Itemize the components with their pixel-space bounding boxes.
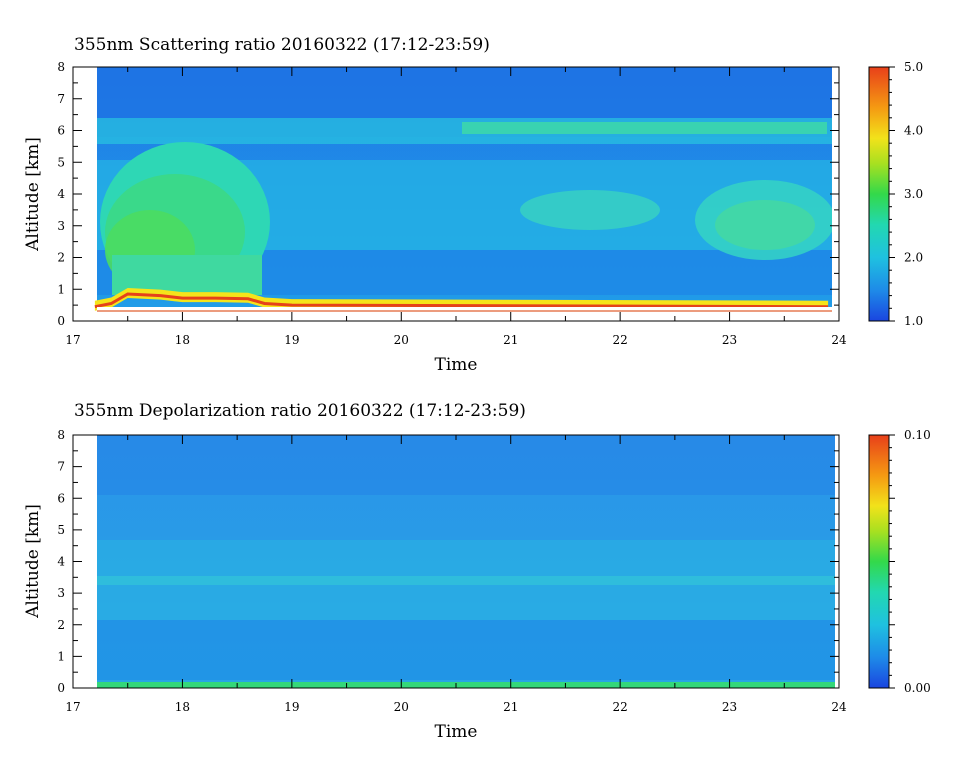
colorbar-label: 2.0: [904, 251, 923, 265]
layer-6km: [462, 122, 827, 134]
y-tick-label: 3: [57, 586, 65, 600]
colorbar-label: 0.10: [904, 428, 931, 442]
x-tick-label: 18: [175, 333, 190, 347]
colorbar-label: 3.0: [904, 187, 923, 201]
x-axis-label: Time: [435, 355, 478, 375]
heatmap-area: [73, 67, 839, 321]
y-tick-label: 0: [57, 681, 65, 695]
y-axis-label: Altitude [km]: [23, 504, 43, 619]
aerosol-mid-patch: [520, 190, 660, 230]
y-tick-label: 4: [57, 187, 65, 201]
x-tick-label: 21: [503, 700, 518, 714]
y-tick-label: 6: [57, 124, 65, 138]
colorbar: [868, 434, 890, 689]
band-3km: [97, 576, 835, 585]
x-tick-label: 17: [65, 333, 80, 347]
x-tick-label: 21: [503, 333, 518, 347]
x-tick-label: 24: [831, 700, 847, 714]
depolarization-ratio-chart: 355nm Depolarization ratio 20160322 (17:…: [23, 401, 931, 742]
x-tick-label: 19: [284, 333, 299, 347]
y-tick-label: 5: [57, 155, 65, 169]
y-tick-label: 2: [57, 618, 65, 632]
surface-layer: [97, 682, 835, 688]
y-tick-label: 7: [57, 92, 65, 106]
y-tick-label: 7: [57, 460, 65, 474]
colorbar: [868, 66, 890, 322]
x-tick-label: 22: [613, 333, 628, 347]
x-axis-label: Time: [435, 722, 478, 742]
x-tick-label: 17: [65, 700, 80, 714]
colorbar-label: 4.0: [904, 124, 923, 138]
y-tick-label: 2: [57, 251, 65, 265]
y-tick-label: 0: [57, 314, 65, 328]
y-tick-label: 1: [57, 649, 65, 663]
x-tick-label: 23: [722, 333, 737, 347]
colorbar-label: 1.0: [904, 314, 923, 328]
heatmap-area: [73, 435, 839, 688]
aerosol-right-inner: [715, 200, 815, 250]
colorbar-ticks: 0.00 0.10: [889, 428, 931, 695]
x-tick-label: 23: [722, 700, 737, 714]
colorbar-label: 5.0: [904, 60, 923, 74]
x-tick-label: 18: [175, 700, 190, 714]
y-tick-label: 3: [57, 219, 65, 233]
colorbar-ticks: 1.0 2.0 3.0 4.0 5.0: [889, 60, 923, 328]
y-tick-label: 1: [57, 282, 65, 296]
x-tick-label: 20: [394, 333, 409, 347]
chart-title: 355nm Scattering ratio 20160322 (17:12-2…: [74, 35, 490, 55]
below-boundary-layer: [97, 307, 832, 321]
x-tick-label: 20: [394, 700, 409, 714]
colorbar-label: 0.00: [904, 681, 931, 695]
y-axis-label: Altitude [km]: [23, 137, 43, 252]
boundary-layer-line: [94, 292, 829, 309]
aerosol-left-base: [112, 255, 262, 295]
chart-title: 355nm Depolarization ratio 20160322 (17:…: [74, 401, 526, 421]
x-tick-label: 22: [613, 700, 628, 714]
y-tick-label: 8: [57, 428, 65, 442]
y-tick-label: 6: [57, 491, 65, 505]
scattering-ratio-chart: 355nm Scattering ratio 20160322 (17:12-2…: [23, 35, 923, 375]
y-tick-label: 4: [57, 555, 65, 569]
band-low: [97, 620, 835, 680]
x-tick-label: 24: [831, 333, 847, 347]
y-tick-label: 8: [57, 60, 65, 74]
y-tick-label: 5: [57, 523, 65, 537]
x-tick-label: 19: [284, 700, 299, 714]
band-upper: [97, 435, 835, 495]
